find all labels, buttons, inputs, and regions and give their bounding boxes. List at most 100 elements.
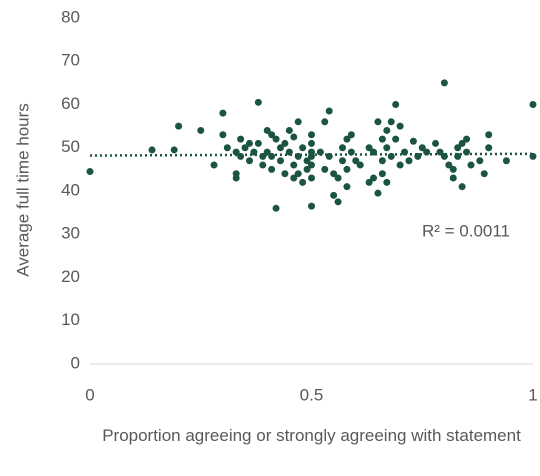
point: [254, 139, 262, 147]
point: [352, 157, 360, 165]
point: [405, 157, 413, 165]
y-axis-title: Average full time hours: [13, 103, 32, 277]
point: [223, 144, 231, 152]
point: [529, 101, 537, 108]
point: [268, 131, 276, 139]
point: [276, 144, 284, 152]
point: [485, 131, 493, 139]
y-tick-label: 20: [61, 267, 80, 286]
y-tick-label: 50: [61, 137, 80, 156]
x-tick-label: 1: [528, 385, 537, 404]
point: [334, 174, 342, 182]
point: [175, 122, 183, 130]
point: [268, 165, 276, 173]
point: [387, 118, 395, 126]
point: [232, 148, 240, 156]
point: [458, 139, 466, 147]
point: [374, 189, 382, 197]
point: [241, 144, 249, 152]
point: [330, 191, 338, 199]
point: [263, 126, 271, 134]
point: [387, 152, 395, 160]
point: [334, 198, 342, 206]
point: [308, 131, 315, 139]
point: [232, 174, 240, 182]
point: [281, 139, 289, 147]
point: [330, 170, 338, 178]
point: [197, 126, 205, 134]
point: [170, 146, 178, 154]
point: [308, 202, 315, 210]
point: [219, 131, 227, 139]
point: [299, 178, 307, 186]
point: [294, 170, 302, 178]
point: [339, 157, 347, 165]
point: [423, 148, 431, 156]
point: [409, 137, 417, 145]
point: [440, 79, 448, 87]
point: [308, 161, 315, 169]
point: [290, 133, 298, 141]
point: [281, 170, 289, 178]
point: [365, 178, 373, 186]
point: [290, 161, 298, 169]
point: [370, 174, 378, 182]
point: [343, 183, 351, 191]
point: [303, 157, 311, 165]
point: [339, 144, 347, 152]
point: [458, 183, 466, 191]
point: [210, 161, 218, 169]
point: [285, 126, 293, 134]
y-tick-label: 70: [61, 51, 80, 70]
x-tick-label: 0: [85, 385, 94, 404]
annotation: R² = 0.0011: [422, 221, 510, 240]
point: [308, 174, 315, 182]
y-tick-label: 30: [61, 224, 80, 243]
y-tick-label: 40: [61, 180, 80, 199]
point: [378, 157, 386, 165]
point: [356, 161, 364, 169]
point: [347, 148, 355, 156]
point: [325, 107, 333, 115]
point: [432, 139, 440, 147]
x-axis-title: Proportion agreeing or strongly agreeing…: [102, 426, 521, 445]
point: [374, 118, 382, 126]
point: [290, 174, 298, 182]
point: [365, 144, 373, 152]
point: [454, 144, 462, 152]
point: [480, 170, 488, 178]
point: [392, 101, 400, 108]
point: [383, 126, 391, 134]
point: [343, 135, 351, 143]
point: [268, 152, 276, 160]
point: [254, 98, 262, 106]
point: [418, 144, 426, 152]
point: [383, 178, 391, 186]
point: [463, 148, 471, 156]
point: [316, 148, 324, 156]
point: [347, 131, 355, 139]
point: [502, 157, 510, 165]
point: [272, 204, 280, 212]
point: [308, 152, 315, 160]
point: [86, 168, 94, 176]
point: [396, 161, 404, 169]
point: [276, 157, 284, 165]
y-tick-label: 0: [71, 353, 80, 372]
point: [299, 144, 307, 152]
y-tick-label: 10: [61, 310, 80, 329]
point: [308, 139, 315, 147]
point: [294, 118, 302, 126]
point: [467, 161, 475, 169]
point: [392, 135, 400, 143]
point: [378, 170, 386, 178]
trendline: [89, 152, 534, 157]
point: [445, 161, 453, 169]
point: [148, 146, 156, 154]
point: [245, 157, 253, 165]
point: [321, 165, 329, 173]
point: [259, 161, 267, 169]
point: [245, 139, 253, 147]
